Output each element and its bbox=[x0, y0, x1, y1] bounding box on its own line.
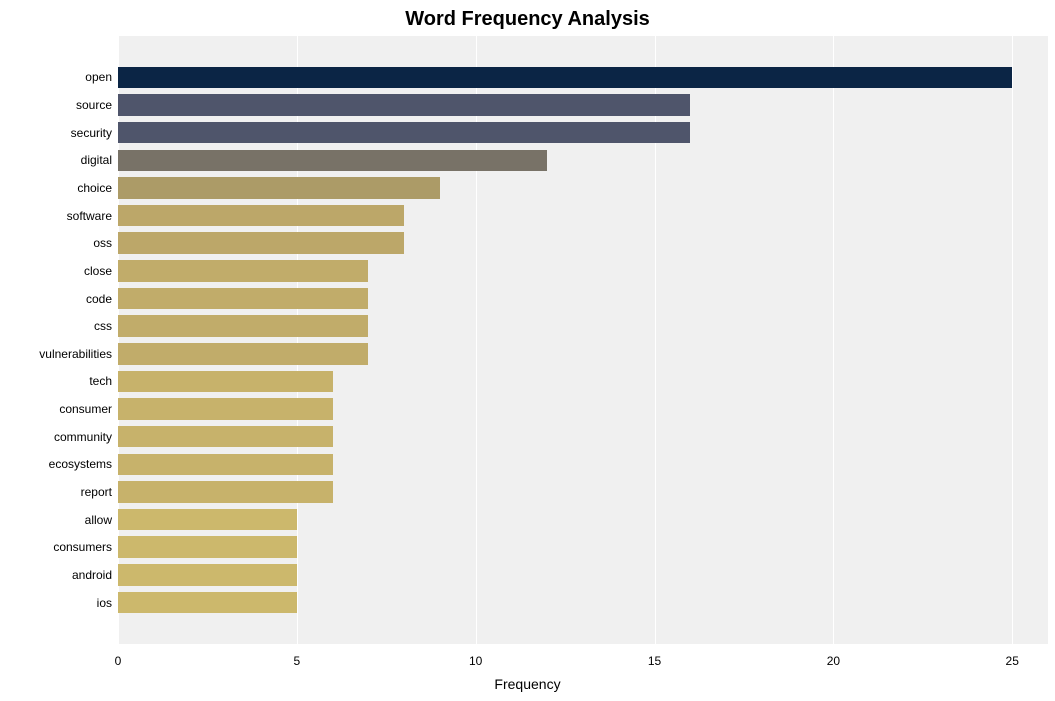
bar bbox=[118, 426, 333, 448]
bar-row bbox=[118, 260, 1048, 282]
chart-title: Word Frequency Analysis bbox=[0, 8, 1055, 31]
bar bbox=[118, 564, 297, 586]
bar-row bbox=[118, 371, 1048, 393]
chart-container: Word Frequency Analysis opensourcesecuri… bbox=[0, 0, 1055, 701]
y-tick-label: ios bbox=[97, 596, 118, 610]
bar-row bbox=[118, 232, 1048, 254]
x-tick: 5 bbox=[294, 654, 301, 668]
bar-row bbox=[118, 564, 1048, 586]
bar bbox=[118, 454, 333, 476]
x-tick: 25 bbox=[1006, 654, 1019, 668]
bar-row bbox=[118, 536, 1048, 558]
bar bbox=[118, 260, 368, 282]
bar bbox=[118, 94, 690, 116]
y-tick-label: ecosystems bbox=[49, 457, 118, 471]
bar bbox=[118, 371, 333, 393]
bar bbox=[118, 536, 297, 558]
x-tick: 0 bbox=[115, 654, 122, 668]
bar bbox=[118, 343, 368, 365]
x-tick: 15 bbox=[648, 654, 661, 668]
bar bbox=[118, 177, 440, 199]
bar-row bbox=[118, 288, 1048, 310]
y-tick-label: software bbox=[67, 209, 118, 223]
y-tick-label: code bbox=[86, 292, 118, 306]
bar bbox=[118, 592, 297, 614]
y-tick-label: digital bbox=[81, 153, 118, 167]
bar-row bbox=[118, 343, 1048, 365]
y-tick-label: close bbox=[84, 264, 118, 278]
bar bbox=[118, 67, 1012, 89]
y-tick-label: allow bbox=[85, 513, 118, 527]
bar-row bbox=[118, 398, 1048, 420]
y-tick-label: community bbox=[54, 430, 118, 444]
y-tick-label: tech bbox=[89, 374, 118, 388]
y-tick-label: source bbox=[76, 98, 118, 112]
plot-area: opensourcesecuritydigitalchoicesoftwareo… bbox=[118, 36, 1048, 644]
bar-row bbox=[118, 315, 1048, 337]
bar-row bbox=[118, 426, 1048, 448]
y-tick-label: oss bbox=[93, 236, 118, 250]
y-tick-label: consumer bbox=[59, 402, 118, 416]
bar-row bbox=[118, 205, 1048, 227]
bar bbox=[118, 481, 333, 503]
bar-row bbox=[118, 122, 1048, 144]
x-tick: 10 bbox=[469, 654, 482, 668]
x-tick: 20 bbox=[827, 654, 840, 668]
bar-row bbox=[118, 481, 1048, 503]
bar bbox=[118, 315, 368, 337]
bar bbox=[118, 205, 404, 227]
y-tick-label: consumers bbox=[53, 540, 118, 554]
bar bbox=[118, 288, 368, 310]
bar-row bbox=[118, 454, 1048, 476]
y-tick-label: report bbox=[81, 485, 118, 499]
bar bbox=[118, 122, 690, 144]
y-tick-label: android bbox=[72, 568, 118, 582]
bar bbox=[118, 150, 547, 172]
y-tick-label: css bbox=[94, 319, 118, 333]
bar bbox=[118, 398, 333, 420]
y-tick-label: choice bbox=[77, 181, 118, 195]
bar bbox=[118, 232, 404, 254]
y-tick-label: vulnerabilities bbox=[39, 347, 118, 361]
y-tick-label: open bbox=[85, 70, 118, 84]
bar bbox=[118, 509, 297, 531]
bar-row bbox=[118, 177, 1048, 199]
x-axis-label: Frequency bbox=[0, 676, 1055, 692]
bar-row bbox=[118, 67, 1048, 89]
bar-row bbox=[118, 592, 1048, 614]
bar-row bbox=[118, 150, 1048, 172]
y-tick-label: security bbox=[71, 126, 118, 140]
bar-row bbox=[118, 509, 1048, 531]
bar-row bbox=[118, 94, 1048, 116]
